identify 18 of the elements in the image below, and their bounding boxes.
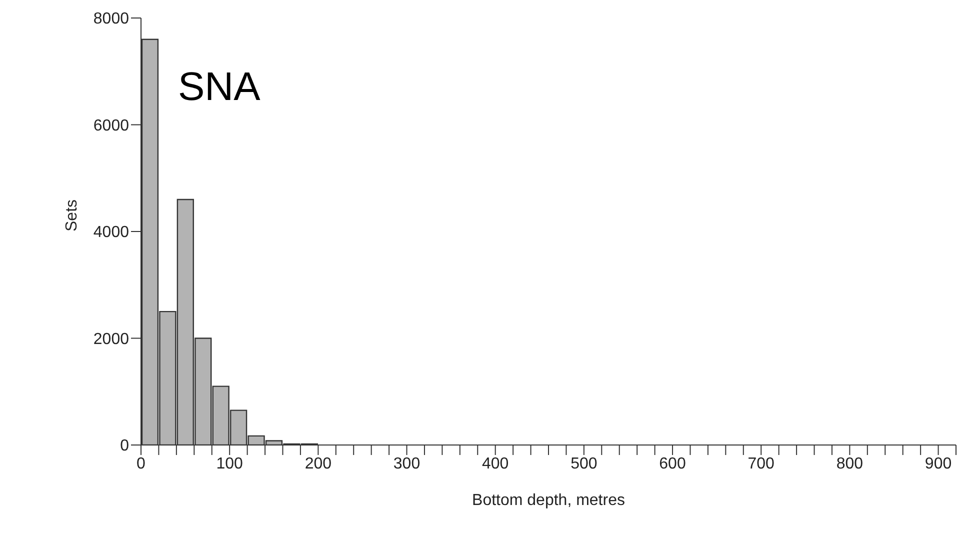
y-tick-label: 4000 <box>93 224 130 242</box>
x-tick-label: 200 <box>304 455 332 472</box>
x-tick-label: 800 <box>836 455 864 472</box>
y-tick-label: 8000 <box>93 10 130 28</box>
x-tick-label: 300 <box>393 455 420 472</box>
x-tick-label: 400 <box>482 455 509 472</box>
x-tick-label: 500 <box>570 455 598 472</box>
x-axis-title: Bottom depth, metres <box>472 492 625 509</box>
x-tick-label: 700 <box>748 455 775 472</box>
text: SNA <box>178 65 261 109</box>
y-tick-label: 2000 <box>93 330 130 348</box>
x-tick-label: 0 <box>136 455 146 472</box>
y-tick-label: 0 <box>120 438 130 455</box>
x-tick-label: 600 <box>659 455 686 472</box>
y-axis-title: Sets <box>64 199 81 232</box>
y-tick-label: 6000 <box>93 117 130 134</box>
x-tick-label: 100 <box>216 455 244 472</box>
x-tick-label: 900 <box>924 455 952 472</box>
